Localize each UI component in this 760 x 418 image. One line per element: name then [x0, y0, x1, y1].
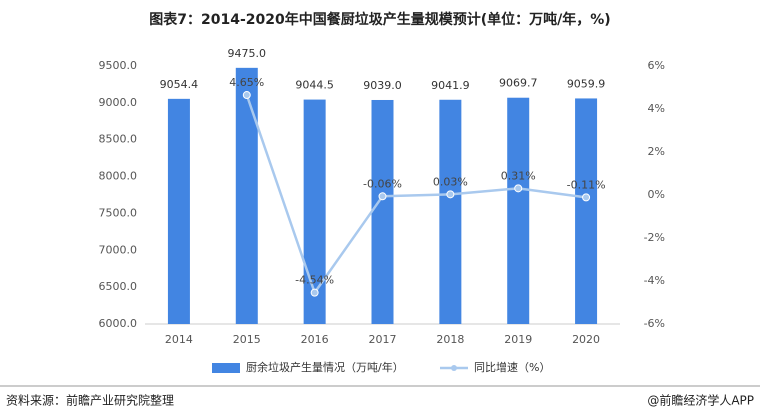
line-point [582, 193, 591, 202]
x-tick-label: 2020 [572, 333, 600, 346]
bar-value-label: 9059.9 [567, 77, 606, 90]
y2-tick-label: 4% [648, 102, 665, 115]
bar [235, 67, 258, 324]
line-point [310, 288, 319, 297]
line-point [446, 190, 455, 199]
y-tick-label: 8000.0 [99, 170, 138, 183]
bar [507, 97, 530, 324]
bar-value-label: 9054.4 [160, 78, 199, 91]
x-tick-label: 2016 [301, 333, 329, 346]
y-tick-label: 8500.0 [99, 133, 138, 146]
source: 资料来源：前瞻产业研究院整理 [6, 393, 174, 408]
bar-value-label: 9044.5 [295, 79, 334, 92]
bar-value-label: 9475.0 [228, 47, 267, 60]
line-value-label: -0.06% [363, 177, 402, 190]
x-tick-label: 2014 [165, 333, 193, 346]
y2-tick-label: -4% [644, 274, 665, 287]
bar-value-label: 9041.9 [431, 79, 470, 92]
y-tick-label: 6500.0 [99, 280, 138, 293]
line-point [514, 184, 523, 193]
bar [303, 99, 326, 324]
x-tick-label: 2017 [369, 333, 397, 346]
y2-tick-label: 2% [648, 145, 665, 158]
bar-value-label: 9039.0 [363, 79, 402, 92]
line-value-label: 4.65% [229, 76, 264, 89]
legend-swatch [212, 363, 240, 373]
y-tick-label: 7000.0 [99, 243, 138, 256]
y2-tick-label: -2% [644, 231, 665, 244]
line-point [378, 192, 387, 201]
bar [575, 98, 598, 325]
x-tick-label: 2018 [436, 333, 464, 346]
x-tick-label: 2015 [233, 333, 261, 346]
line-value-label: -4.54% [295, 274, 334, 287]
chart-title: 图表7：2014-2020年中国餐厨垃圾产生量规模预计(单位：万吨/年，%) [149, 11, 610, 28]
legend-point [451, 365, 457, 371]
y-tick-label: 9000.0 [99, 96, 138, 109]
bar-value-label: 9069.7 [499, 77, 538, 90]
line-value-label: 0.03% [433, 175, 468, 188]
y-tick-label: 6000.0 [99, 317, 138, 330]
line [245, 94, 587, 294]
legend-label: 同比增速（%） [474, 360, 550, 374]
line-point [242, 91, 251, 100]
line-value-label: -0.11% [567, 178, 606, 191]
y-tick-label: 7500.0 [99, 206, 138, 219]
y2-tick-label: -6% [644, 317, 665, 330]
y2-tick-label: 6% [648, 59, 665, 72]
bar [167, 98, 190, 325]
credit: @前瞻经济学人APP [647, 393, 754, 408]
line-value-label: 0.31% [501, 169, 536, 182]
y2-tick-label: 0% [648, 188, 665, 201]
x-tick-label: 2019 [504, 333, 532, 346]
y-tick-label: 9500.0 [99, 59, 138, 72]
bar [371, 99, 394, 324]
bar [439, 99, 462, 324]
legend-label: 厨余垃圾产生量情况（万吨/年） [246, 360, 404, 374]
